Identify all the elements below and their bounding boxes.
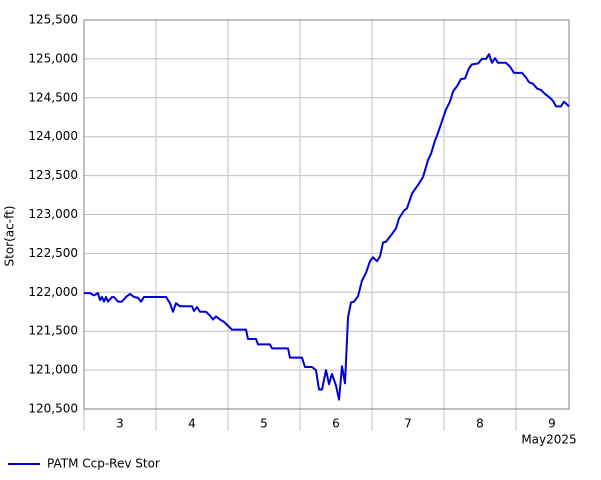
legend-label: PATM Ccp-Rev Stor (47, 457, 160, 471)
y-tick-label: 125,000 (28, 51, 78, 65)
x-tick-label: 5 (260, 417, 268, 431)
y-tick-label: 124,000 (28, 129, 78, 143)
x-tick-label: 3 (116, 417, 124, 431)
y-tick-label: 121,500 (28, 324, 78, 338)
x-tick-label: 7 (404, 417, 412, 431)
y-tick-label: 123,500 (28, 168, 78, 182)
y-axis-label: Stor(ac-ft) (3, 206, 17, 267)
x-tick-label: 6 (332, 417, 340, 431)
x-tick-label: 4 (188, 417, 196, 431)
y-tick-label: 124,500 (28, 90, 78, 104)
y-tick-label: 121,000 (28, 363, 78, 377)
data-line (84, 53, 570, 401)
y-tick-label: 122,500 (28, 246, 78, 260)
plot-frame (83, 19, 570, 410)
y-tick-label: 125,500 (28, 13, 78, 27)
y-tick-label: 120,500 (28, 402, 78, 416)
x-period-label: May2025 (521, 433, 576, 447)
x-tick-label: 9 (548, 417, 556, 431)
x-tick-label: 8 (476, 417, 484, 431)
y-tick-label: 122,000 (28, 285, 78, 299)
y-tick-label: 123,000 (28, 207, 78, 221)
